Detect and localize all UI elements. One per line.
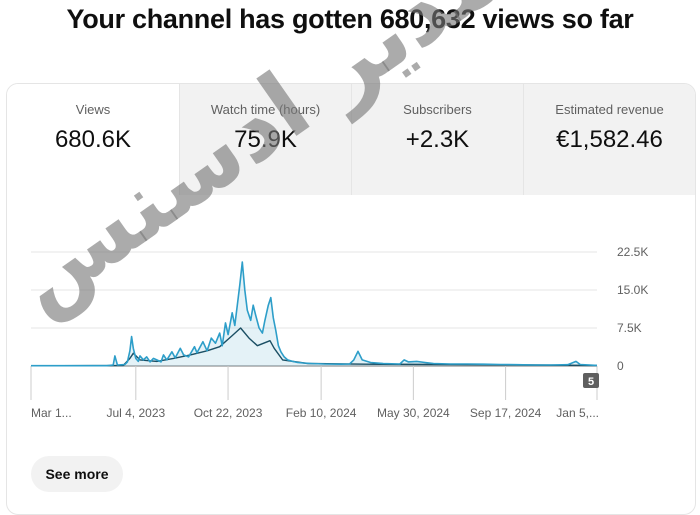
y-tick-label: 7.5K bbox=[617, 321, 642, 335]
x-tick-label: Feb 10, 2024 bbox=[286, 406, 357, 420]
tab-subscribers-value: +2.3K bbox=[405, 126, 470, 153]
x-tick-label: Mar 1... bbox=[31, 406, 72, 420]
see-more-button[interactable]: See more bbox=[31, 456, 123, 492]
x-tick-label: Sep 17, 2024 bbox=[470, 406, 542, 420]
badge-count: 5 bbox=[588, 376, 594, 388]
x-tick-label: Jul 4, 2023 bbox=[106, 406, 165, 420]
tab-watch-time[interactable]: Watch time (hours) 75.9K bbox=[179, 84, 351, 195]
tab-estimated-revenue[interactable]: Estimated revenue €1,582.46 bbox=[523, 84, 695, 195]
y-tick-label: 0 bbox=[617, 359, 624, 373]
tab-subscribers-label: Subscribers bbox=[403, 102, 472, 117]
badge-box bbox=[583, 373, 599, 388]
x-tick-label: May 30, 2024 bbox=[377, 406, 450, 420]
x-tick-label: Jan 5,... bbox=[556, 406, 599, 420]
views-area-fill bbox=[31, 262, 597, 366]
tab-views[interactable]: Views 680.6K bbox=[7, 84, 179, 195]
tab-views-label: Views bbox=[75, 102, 111, 117]
page-headline: Your channel has gotten 680,632 views so… bbox=[66, 4, 634, 34]
tab-views-value: 680.6K bbox=[54, 126, 132, 153]
tab-watch-time-value: 75.9K bbox=[234, 126, 297, 153]
tab-revenue-label: Estimated revenue bbox=[555, 102, 664, 117]
tab-watch-time-label: Watch time (hours) bbox=[210, 102, 321, 117]
metric-tabs: Views 680.6K Watch time (hours) 75.9K Su… bbox=[7, 84, 695, 195]
views-line-chart: 0 7.5K 15.0K 22.5K Mar 1... Jul 4, 2023 Oct 22… bbox=[30, 245, 648, 420]
x-tick-label: Oct 22, 2023 bbox=[194, 406, 263, 420]
analytics-card: Views 680.6K Watch time (hours) 75.9K Su… bbox=[6, 83, 696, 515]
views-line bbox=[31, 261, 598, 367]
tab-subscribers[interactable]: Subscribers +2.3K bbox=[351, 84, 523, 195]
y-tick-label: 22.5K bbox=[617, 245, 648, 259]
tab-revenue-value: €1,582.46 bbox=[556, 126, 663, 153]
y-tick-label: 15.0K bbox=[617, 283, 648, 297]
